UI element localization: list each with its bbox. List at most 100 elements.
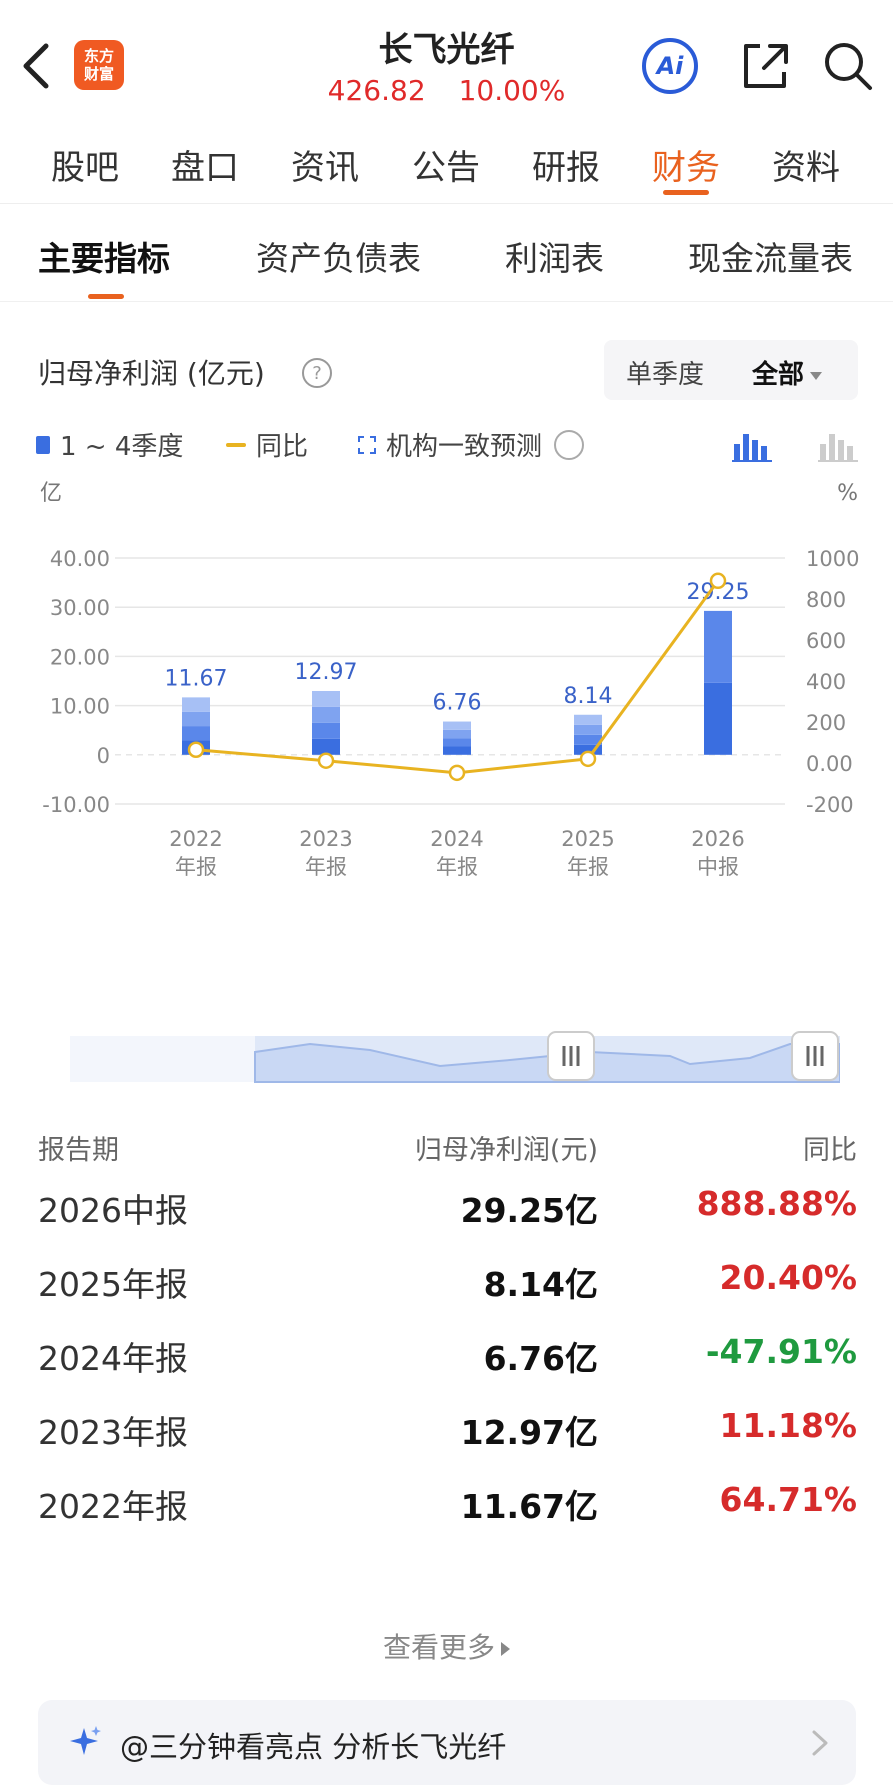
chart-range-slider[interactable]: [70, 1030, 840, 1086]
forecast-swatch: [358, 435, 376, 454]
slider-handle-right[interactable]: [791, 1031, 839, 1081]
tab-active-indicator: [663, 190, 709, 195]
forecast-toggle[interactable]: [554, 429, 585, 460]
table-row[interactable]: 2026中报 29.25亿 888.88%: [0, 1184, 893, 1258]
share-icon[interactable]: [734, 36, 794, 96]
y-tick-left: -10.00: [42, 793, 110, 817]
period-selector: 单季度 全部: [604, 340, 858, 400]
bar-value-label: 11.67: [165, 666, 228, 691]
ai-analysis-banner[interactable]: @三分钟看亮点 分析长飞光纤: [38, 1700, 856, 1785]
yoy-point: [709, 572, 727, 590]
x-tick-year: 2022: [169, 827, 222, 851]
slider-handle-left[interactable]: [547, 1031, 595, 1081]
legend-forecast[interactable]: 机构一致预测: [358, 426, 585, 463]
tab-3[interactable]: 公告: [412, 148, 480, 188]
stock-quote: 426.82 10.00%: [0, 74, 893, 107]
stock-price: 426.82: [327, 74, 426, 107]
bar-segment: [443, 729, 471, 739]
app-header: 东方 财富 长飞光纤 426.82 10.00% Ai: [0, 0, 893, 118]
ai-assistant-button[interactable]: Ai: [642, 38, 698, 94]
row-value: 12.97亿: [460, 1413, 598, 1452]
row-period: 2024年报: [38, 1339, 188, 1378]
x-tick-year: 2024: [430, 827, 483, 851]
view-more-link[interactable]: 查看更多: [0, 1626, 893, 1666]
bar-segment: [182, 711, 210, 727]
y-tick-right: 1000: [806, 547, 859, 571]
help-icon[interactable]: ?: [302, 358, 332, 388]
tab-6[interactable]: 资料: [772, 148, 840, 188]
back-arrow-icon[interactable]: [14, 38, 58, 94]
tab-5[interactable]: 财务: [652, 148, 720, 188]
row-value: 29.25亿: [460, 1191, 598, 1230]
net-profit-chart: 亿 % 40.00 30.00 20.00 10.00 0 -10.00 1000 800 600 4…: [40, 481, 859, 879]
yoy-point: [579, 750, 597, 768]
bar-swatch: [36, 435, 50, 454]
right-axis-unit: %: [837, 481, 858, 506]
bar-segment: [443, 721, 471, 730]
tab-0[interactable]: 股吧: [51, 148, 119, 188]
bar-segment: [574, 714, 602, 725]
row-period: 2022年报: [38, 1487, 188, 1526]
legend-yoy-line[interactable]: 同比: [226, 426, 308, 463]
table-row[interactable]: 2023年报 12.97亿 11.18%: [0, 1406, 893, 1480]
app-logo: 东方 财富: [74, 40, 124, 90]
y-tick-left: 30.00: [50, 596, 110, 620]
bar-value-label: 8.14: [564, 684, 613, 709]
x-tick-kind: 年报: [175, 855, 217, 879]
row-yoy: 11.18%: [719, 1406, 857, 1445]
row-value: 11.67亿: [460, 1487, 598, 1526]
finance-subtabs: 主要指标 资产负债表 利润表 现金流量表: [0, 210, 893, 302]
y-tick-left: 20.00: [50, 645, 110, 669]
row-yoy: 888.88%: [696, 1184, 857, 1223]
y-tick-right: 200: [806, 711, 846, 735]
period-all-button[interactable]: 全部: [752, 354, 823, 391]
bar-segment: [312, 706, 340, 723]
bar-segment: [312, 738, 340, 755]
ai-banner-text: @三分钟看亮点 分析长飞光纤: [120, 1730, 507, 1764]
bar-value-label: 12.97: [295, 660, 358, 685]
row-period: 2023年报: [38, 1413, 188, 1452]
table-row[interactable]: 2024年报 6.76亿 -47.91%: [0, 1332, 893, 1406]
tab-2[interactable]: 资讯: [291, 148, 359, 188]
subtab-balance-sheet[interactable]: 资产负债表: [256, 239, 421, 278]
chart-legend: 1 ~ 4季度 同比 机构一致预测: [36, 426, 876, 462]
row-yoy: 64.71%: [719, 1480, 857, 1519]
main-tabs: 股吧 盘口 资讯 公告 研报 财务 资料: [0, 124, 893, 204]
stock-name: 长飞光纤: [378, 30, 515, 70]
left-axis-unit: 亿: [40, 481, 62, 506]
bar-segment: [443, 738, 471, 747]
row-value: 8.14亿: [483, 1265, 598, 1304]
subtab-income-statement[interactable]: 利润表: [505, 239, 604, 278]
chevron-right-icon: [812, 1730, 828, 1756]
line-swatch: [226, 442, 246, 447]
bar-segment: [182, 697, 210, 712]
tab-1[interactable]: 盘口: [171, 148, 239, 188]
tab-4[interactable]: 研报: [532, 148, 600, 188]
bar-segment: [312, 690, 340, 707]
yoy-point: [448, 764, 466, 782]
bar-chart-alt-icon[interactable]: [818, 430, 858, 462]
header-value: 归母净利润(元): [414, 1135, 598, 1166]
y-tick-left: 10.00: [50, 695, 110, 719]
header-period: 报告期: [38, 1135, 119, 1166]
period-quarter-button[interactable]: 单季度: [626, 360, 705, 390]
triangle-right-icon: [501, 1642, 510, 1656]
x-tick-kind: 中报: [697, 855, 739, 879]
legend-bars[interactable]: 1 ~ 4季度: [36, 426, 183, 463]
search-icon[interactable]: [818, 36, 878, 96]
y-tick-right: 800: [806, 588, 846, 612]
subtab-cash-flow[interactable]: 现金流量表: [688, 239, 853, 278]
bar-segment: [443, 746, 471, 755]
table-row[interactable]: 2022年报 11.67亿 64.71%: [0, 1480, 893, 1554]
row-value: 6.76亿: [483, 1339, 598, 1378]
subtab-main-indicators[interactable]: 主要指标: [38, 239, 170, 278]
bar-segment: [704, 682, 732, 755]
row-period: 2025年报: [38, 1265, 188, 1304]
table-row[interactable]: 2025年报 8.14亿 20.40%: [0, 1258, 893, 1332]
y-tick-right: 400: [806, 670, 846, 694]
row-yoy: 20.40%: [719, 1258, 857, 1297]
sparkle-icon: [70, 1726, 101, 1755]
x-tick-kind: 年报: [305, 855, 347, 879]
bar-chart-icon[interactable]: [732, 430, 772, 462]
y-tick-right: -200: [806, 793, 854, 817]
